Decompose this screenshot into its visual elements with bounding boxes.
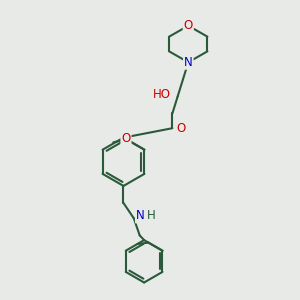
Text: O: O xyxy=(121,132,130,145)
Text: N: N xyxy=(136,209,145,223)
Text: N: N xyxy=(184,56,193,69)
Text: H: H xyxy=(147,209,155,223)
Text: O: O xyxy=(176,122,185,135)
Text: O: O xyxy=(184,19,193,32)
Text: HO: HO xyxy=(153,88,171,100)
